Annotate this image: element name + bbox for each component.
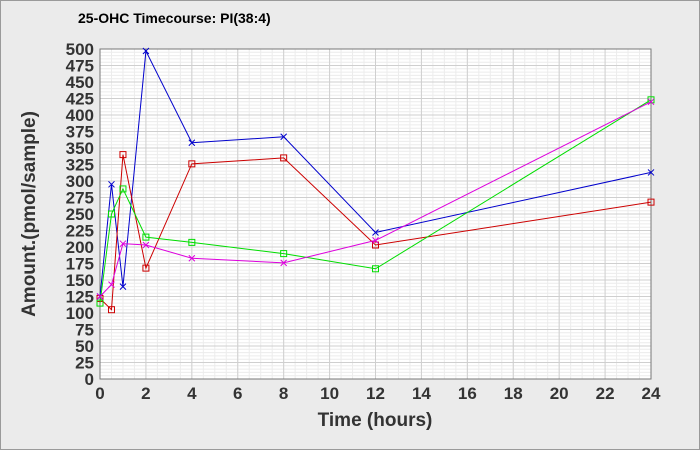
y-tick-label: 50	[75, 337, 94, 356]
y-tick-label: 0	[85, 370, 94, 389]
y-tick-label: 250	[66, 205, 94, 224]
plot-border	[99, 48, 652, 380]
y-tick-label: 425	[66, 90, 94, 109]
y-tick-label: 100	[66, 304, 94, 323]
data-point	[108, 180, 115, 188]
y-tick-label: 150	[66, 271, 94, 290]
series-4	[96, 98, 655, 300]
x-axis-ticks: 0 2 4 6 8 10 12 14 16 18 20 22 24	[95, 384, 661, 403]
data-point	[142, 47, 150, 55]
y-axis-label: Amount.(pmol/sample)	[19, 111, 40, 317]
x-tick-label: 0	[95, 384, 104, 403]
data-point	[107, 306, 115, 314]
y-tick-label: 225	[66, 222, 94, 241]
data-point	[119, 185, 127, 193]
series-line	[99, 99, 652, 304]
data-point	[188, 254, 196, 262]
data-point	[280, 250, 288, 258]
x-tick-label: 4	[187, 384, 197, 403]
major-grid	[99, 48, 652, 380]
data-point	[188, 160, 196, 168]
data-point	[647, 198, 655, 206]
x-tick-label: 2	[141, 384, 150, 403]
x-tick-label: 14	[412, 384, 431, 403]
data-point	[280, 154, 288, 162]
y-tick-label: 25	[75, 354, 94, 373]
y-tick-label: 125	[66, 288, 94, 307]
data-point	[647, 169, 655, 176]
x-tick-label: 6	[233, 384, 242, 403]
chart-title: 25-OHC Timecourse: PI(38:4)	[78, 10, 271, 26]
data-point	[372, 237, 379, 244]
data-point	[372, 265, 379, 273]
data-point	[108, 281, 115, 288]
data-point	[107, 210, 115, 218]
y-tick-label: 375	[66, 123, 94, 142]
data-point	[142, 241, 150, 249]
data-point	[188, 139, 196, 147]
series-layer	[96, 47, 655, 314]
x-tick-label: 22	[596, 384, 615, 403]
series-line	[99, 101, 652, 297]
y-tick-label: 475	[66, 57, 94, 76]
y-tick-label: 275	[66, 189, 94, 208]
series-line	[99, 49, 652, 297]
data-point	[142, 233, 150, 241]
x-tick-label: 8	[279, 384, 288, 403]
y-tick-label: 400	[66, 106, 94, 125]
y-tick-label: 300	[66, 172, 94, 191]
y-tick-label: 325	[66, 156, 94, 175]
x-tick-label: 24	[642, 384, 661, 403]
data-point	[119, 240, 127, 248]
y-tick-label: 450	[66, 73, 94, 92]
series-3	[96, 96, 655, 307]
data-point	[96, 293, 104, 300]
y-tick-label: 200	[66, 238, 94, 257]
y-tick-label: 75	[75, 321, 94, 340]
data-point	[647, 98, 655, 106]
y-tick-label: 175	[66, 255, 94, 274]
data-point	[372, 241, 379, 249]
x-tick-label: 18	[504, 384, 523, 403]
data-point	[119, 283, 127, 290]
data-point	[280, 259, 288, 267]
data-point	[372, 229, 379, 236]
data-point	[188, 238, 196, 246]
y-axis-ticks: 0255075100125150175200225250275300325350…	[66, 40, 94, 389]
data-point	[647, 96, 655, 104]
y-tick-label: 350	[66, 139, 94, 158]
x-tick-label: 10	[320, 384, 339, 403]
x-tick-label: 20	[550, 384, 569, 403]
data-point	[96, 299, 104, 307]
data-point	[142, 264, 150, 272]
data-point	[280, 133, 288, 141]
series-line	[99, 154, 652, 311]
x-axis-label: Time (hours)	[318, 410, 433, 431]
data-point	[119, 151, 127, 159]
x-tick-label: 16	[458, 384, 477, 403]
x-tick-label: 12	[366, 384, 385, 403]
y-tick-label: 500	[66, 40, 94, 59]
